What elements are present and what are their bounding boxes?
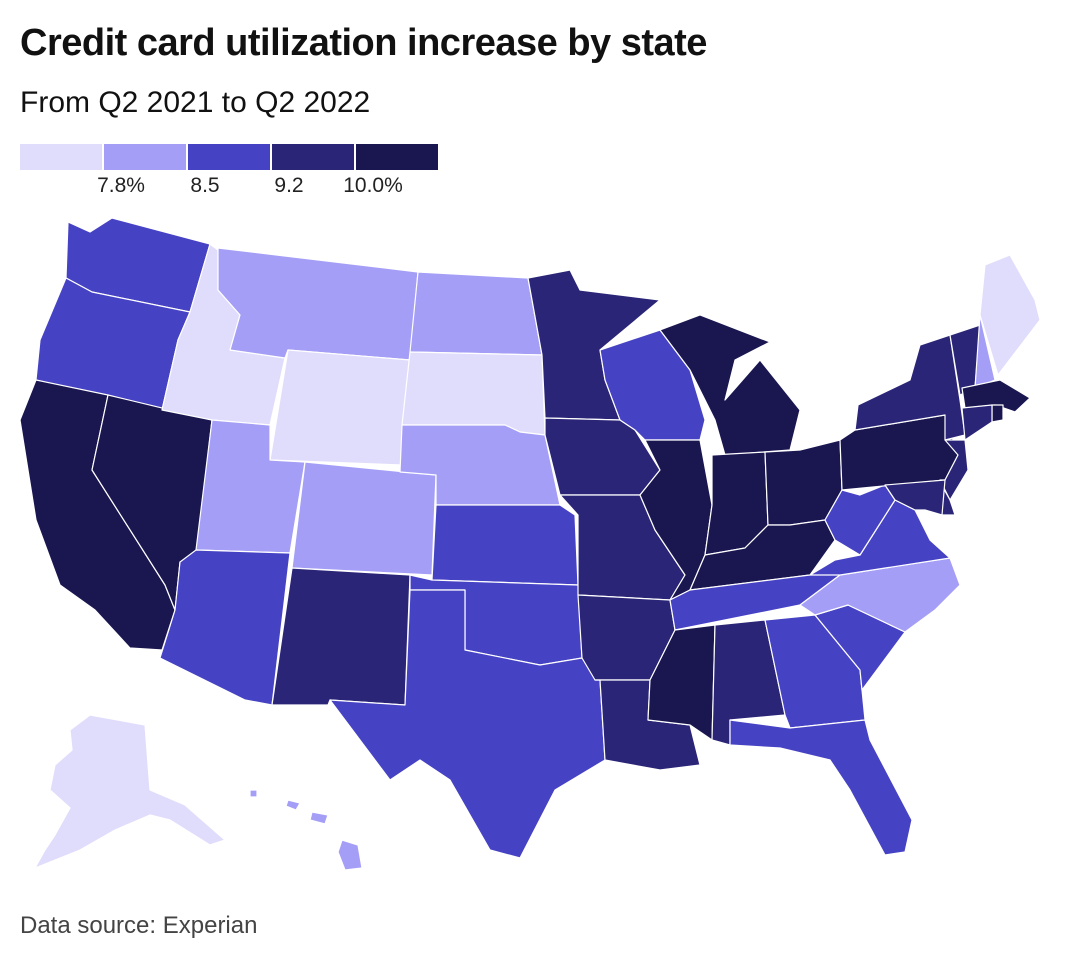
legend-label-2: 8.5 [190,174,220,197]
legend: 7.8% 8.5 9.2 10.0% [20,144,440,204]
state-ct[interactable] [961,404,993,441]
state-nd[interactable] [409,271,543,356]
state-ks[interactable] [431,504,579,586]
state-ri[interactable] [991,404,1004,423]
legend-swatch-5 [356,144,438,170]
state-me[interactable] [979,254,1041,376]
state-mi[interactable] [659,314,801,456]
legend-swatches [20,144,440,170]
state-sd[interactable] [401,351,546,436]
legend-swatch-3 [188,144,270,170]
chart-title: Credit card utilization increase by stat… [20,22,707,64]
state-az[interactable] [159,549,291,706]
legend-swatch-2 [104,144,186,170]
legend-label-4: 10.0% [343,174,403,197]
legend-label-3: 9.2 [274,174,304,197]
state-tx[interactable] [329,589,606,859]
state-md[interactable] [884,479,946,516]
us-map-svg [19,217,1041,871]
state-co[interactable] [291,461,437,576]
legend-label-1: 7.8% [97,174,145,197]
state-hi[interactable] [249,789,363,871]
legend-swatch-1 [20,144,102,170]
state-ak[interactable] [34,714,226,869]
state-nm[interactable] [271,567,411,706]
state-wy[interactable] [269,349,411,466]
legend-swatch-4 [272,144,354,170]
chart-subtitle: From Q2 2021 to Q2 2022 [20,86,371,119]
state-fl[interactable] [729,719,913,856]
legend-labels: 7.8% 8.5 9.2 10.0% [20,170,440,200]
us-map [0,205,1080,895]
data-source: Data source: Experian [20,912,258,939]
state-mt[interactable] [217,247,419,361]
